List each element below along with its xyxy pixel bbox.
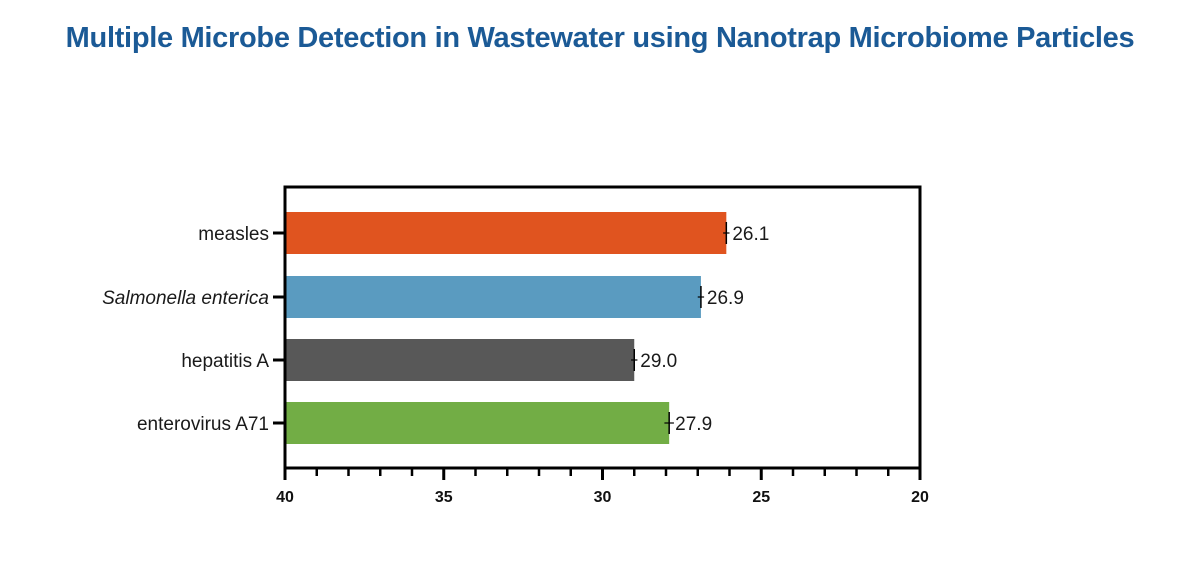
bars-layer	[285, 212, 727, 444]
category-label-1: Salmonella enterica	[102, 288, 269, 309]
x-tick-label-3: 25	[752, 489, 770, 506]
value-label-3: 27.9	[675, 414, 712, 435]
error-bars-layer	[631, 222, 730, 434]
category-label-0: measles	[198, 224, 269, 245]
value-label-2: 29.0	[640, 351, 677, 372]
category-label-2: hepatitis A	[181, 351, 269, 372]
x-axis: 40 35 30 25 20	[276, 468, 929, 506]
bar-1	[285, 276, 701, 318]
value-label-1: 26.9	[707, 288, 744, 309]
bar-2	[285, 339, 635, 381]
bar-3	[285, 402, 670, 444]
value-label-0: 26.1	[732, 224, 769, 245]
chart-title: Multiple Microbe Detection in Wastewater…	[65, 22, 1135, 54]
labels-layer: 26.1 measles 26.9 Salmonella enterica 29.0 he…	[102, 224, 769, 435]
x-tick-label-0: 40	[276, 489, 294, 506]
y-axis	[273, 231, 285, 425]
category-label-3: enterovirus A71	[137, 414, 269, 435]
x-tick-label-2: 30	[594, 489, 612, 506]
x-tick-label-1: 35	[435, 489, 453, 506]
bar-0	[285, 212, 727, 254]
x-tick-label-4: 20	[911, 489, 929, 506]
